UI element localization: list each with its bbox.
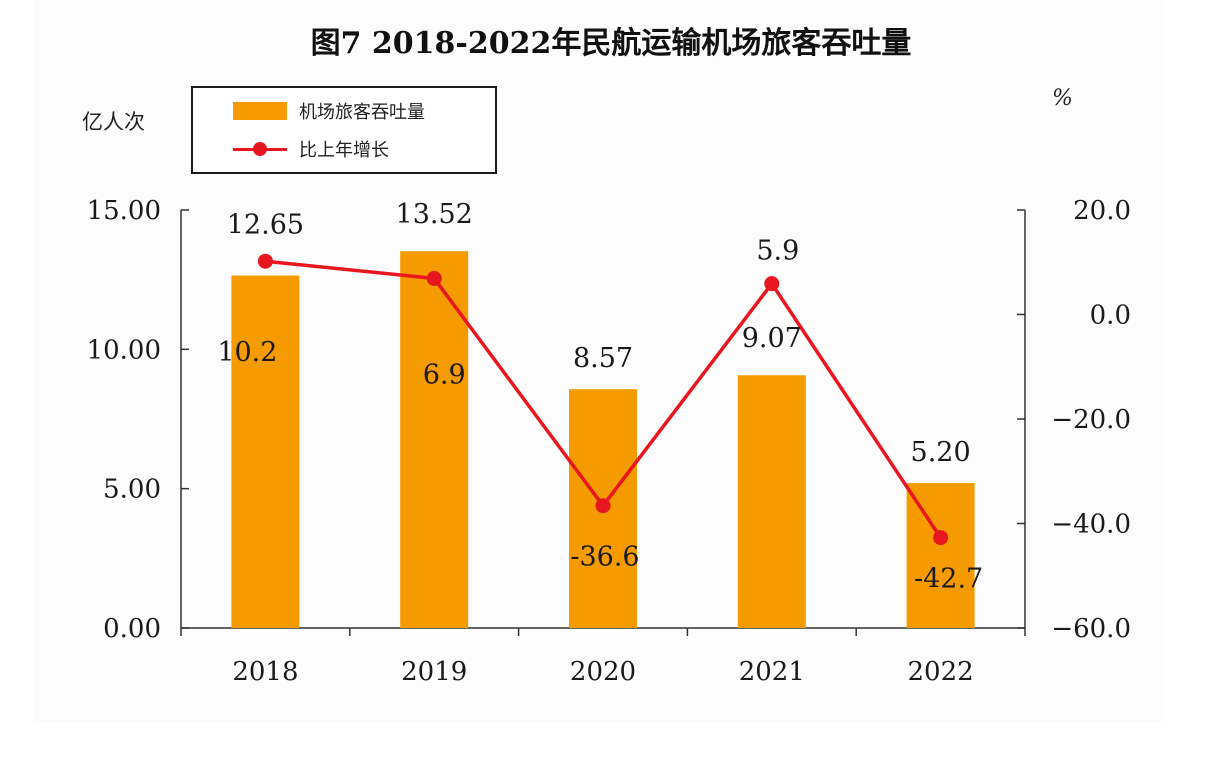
x-tick-label: 2019 <box>401 657 467 687</box>
legend-dot-swatch <box>253 142 267 156</box>
legend-label-bar: 机场旅客吞吐量 <box>299 102 425 123</box>
line-value-label: -42.7 <box>914 564 983 595</box>
right-tick-label: −40.0 <box>1051 510 1131 540</box>
bar <box>400 251 469 628</box>
bar-value-label: 8.57 <box>573 343 633 374</box>
line-value-label: 10.2 <box>217 337 277 368</box>
x-tick-label: 2021 <box>739 657 805 687</box>
left-tick-label: 0.00 <box>103 614 161 644</box>
right-tick-label: 0.0 <box>1090 301 1131 331</box>
bar-value-label: 5.20 <box>911 437 971 468</box>
line-point <box>426 270 442 286</box>
line-series <box>257 253 949 546</box>
bar <box>231 275 300 628</box>
chart-title: 图7 2018-2022年民航运输机场旅客吞吐量 <box>310 26 912 61</box>
legend-label-line: 比上年增长 <box>299 140 389 161</box>
line-point <box>257 253 273 269</box>
legend-item-bar: 机场旅客吞吐量 <box>193 96 495 126</box>
line-value-label: -36.6 <box>570 542 639 573</box>
chart-legend: 机场旅客吞吐量 比上年增长 <box>191 86 497 174</box>
right-tick-label: 20.0 <box>1073 196 1131 226</box>
legend-item-line: 比上年增长 <box>193 134 495 164</box>
right-axis-unit: % <box>1052 86 1073 111</box>
left-axis-unit: 亿人次 <box>82 110 145 134</box>
bar-value-label: 13.52 <box>396 199 473 230</box>
bar-value-label: 9.07 <box>742 323 802 354</box>
line-point <box>933 530 949 546</box>
legend-bar-swatch <box>233 102 287 120</box>
line-value-label: 5.9 <box>756 236 799 267</box>
x-tick-label: 2020 <box>570 657 636 687</box>
line-point <box>764 276 780 292</box>
bar <box>737 375 806 628</box>
bar-series <box>231 251 975 628</box>
line-value-label: 6.9 <box>423 359 466 390</box>
x-tick-label: 2022 <box>908 657 974 687</box>
left-tick-label: 5.00 <box>103 475 161 505</box>
line-point <box>595 498 611 514</box>
bar-value-label: 12.65 <box>227 209 304 240</box>
x-tick-label: 2018 <box>232 657 298 687</box>
left-tick-label: 10.00 <box>87 335 161 365</box>
right-tick-label: −60.0 <box>1051 614 1131 644</box>
data-labels: 12.65 13.52 8.57 9.07 5.20 10.2 6.9 -36.6 5.9 -42… <box>217 199 983 594</box>
right-tick-label: −20.0 <box>1051 405 1131 435</box>
left-tick-label: 15.00 <box>87 196 161 226</box>
bar <box>906 483 975 628</box>
